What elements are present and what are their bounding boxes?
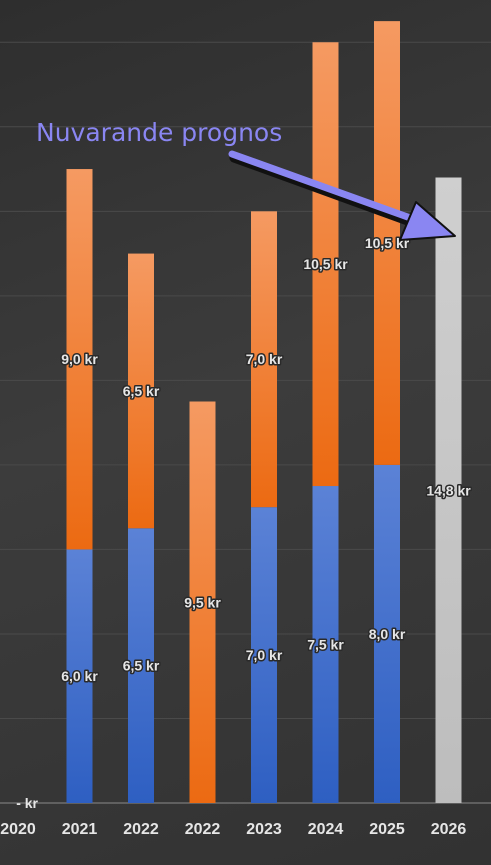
bar-segment	[251, 211, 277, 508]
bar-value-label: 6,0 kr	[61, 668, 98, 684]
bar-segment	[312, 486, 339, 803]
bar-segment	[374, 21, 400, 465]
bar-segment	[251, 507, 277, 803]
x-tick-label: 2022	[185, 821, 221, 838]
bar-value-label: 6,5 kr	[123, 658, 160, 674]
chart-bars	[66, 21, 462, 804]
bar-value-label: 14,8 kr	[426, 482, 471, 498]
x-tick-label: 2023	[246, 821, 282, 838]
annotation-arrow-head	[399, 201, 456, 241]
x-tick-label: 2025	[369, 821, 405, 838]
chart-data-labels: 6,0 kr 9,0 kr 6,5 kr 6,5 kr 9,5 kr 7,0 kr 7,0 …	[60, 234, 473, 686]
annotation-arrow-shaft	[228, 150, 420, 224]
bar-segment	[128, 528, 154, 803]
bar-value-label: 9,5 kr	[184, 594, 221, 610]
annotation-text: Nuvarande prognos	[36, 118, 282, 147]
x-axis-ticks: 2020 2021 2022 2022 2023 2024 2025 2026	[0, 821, 466, 838]
bar-segment	[312, 42, 339, 487]
bar-value-label: 10,5 kr	[365, 235, 410, 251]
x-tick-label: 2020	[0, 821, 36, 838]
bar-value-label: 9,0 kr	[61, 351, 98, 367]
x-tick-label: 2026	[431, 821, 467, 838]
bar-segment	[189, 401, 216, 803]
forecast-annotation: Nuvarande prognos	[36, 118, 456, 241]
bar-value-label: 7,0 kr	[246, 647, 283, 663]
x-tick-label: 2024	[308, 821, 344, 838]
bar-segment	[66, 169, 93, 550]
bar-segment	[374, 464, 400, 803]
bar-value-label: 7,0 kr	[246, 351, 283, 367]
bar-value-label: 10,5 kr	[303, 256, 348, 272]
bar-value-label: 7,5 kr	[307, 637, 344, 653]
zero-value-label: - kr	[16, 795, 38, 811]
bar-value-label: 8,0 kr	[369, 626, 406, 642]
x-tick-label: 2021	[62, 821, 98, 838]
bar-segment	[435, 177, 462, 804]
x-tick-label: 2022	[123, 821, 159, 838]
bar-segment	[66, 549, 93, 803]
bar-segment	[128, 253, 154, 529]
bar-value-label: 6,5 kr	[123, 383, 160, 399]
